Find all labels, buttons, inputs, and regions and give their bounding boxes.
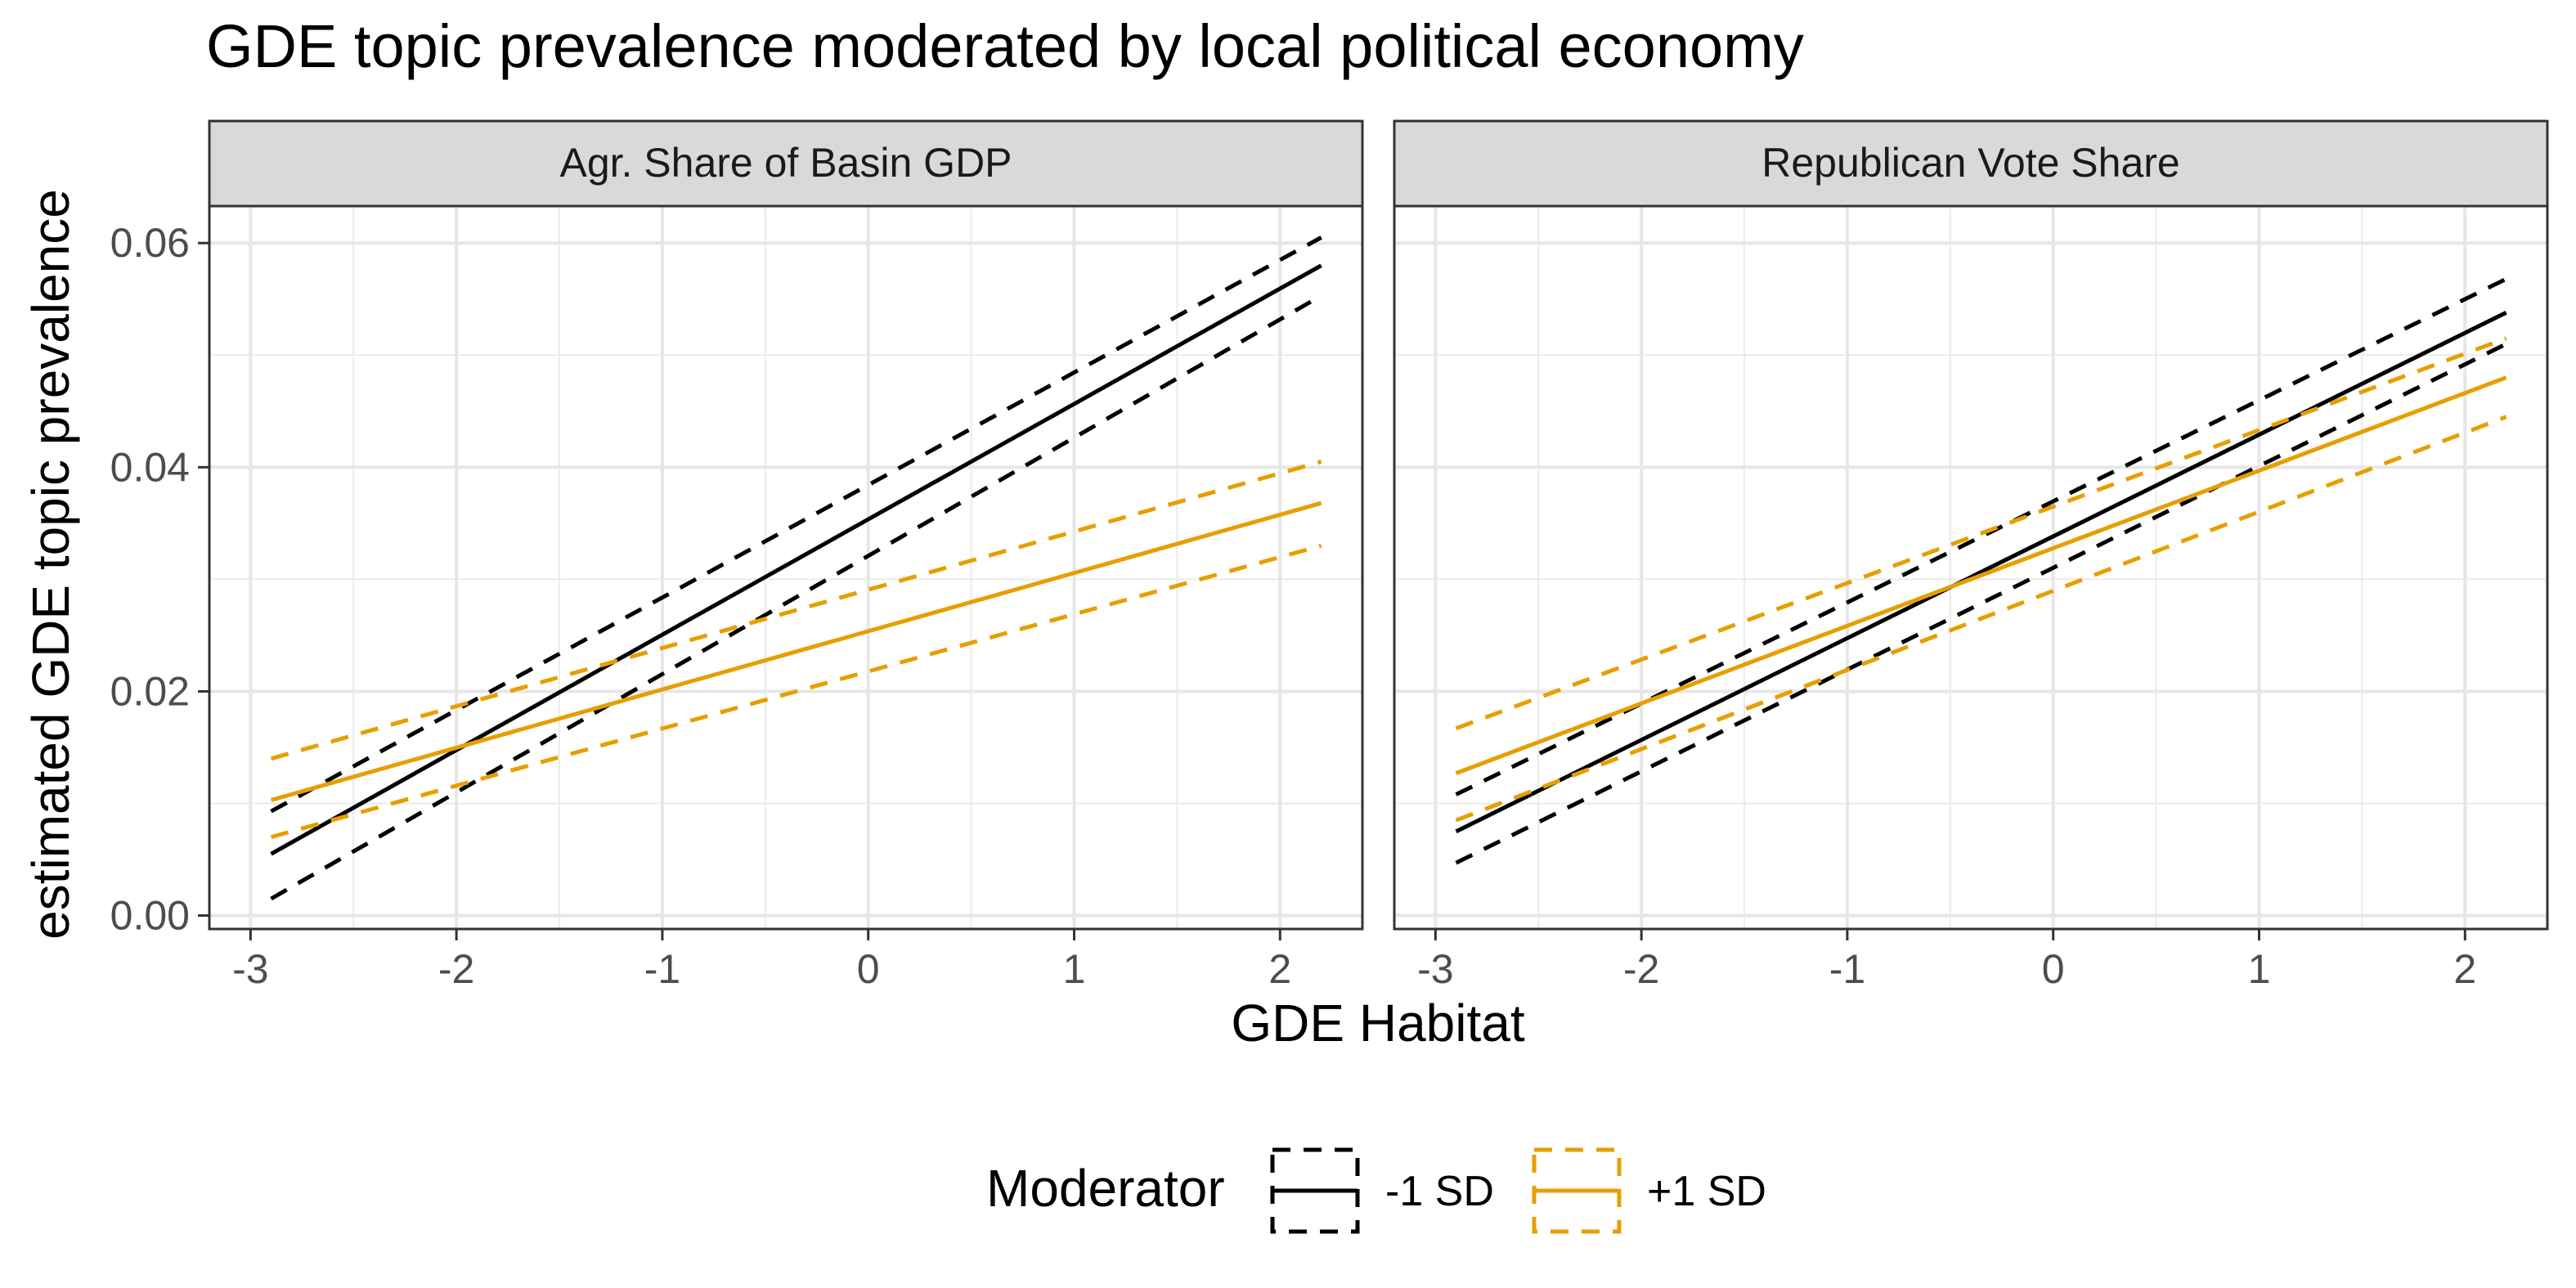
series-lines	[1455, 276, 2507, 865]
x-tick-label: 2	[2453, 946, 2476, 992]
x-tick-label: -2	[1623, 946, 1659, 992]
series-plus-1sd-estimate-line	[1455, 375, 2507, 775]
panel-strip	[208, 119, 1364, 208]
x-tick-label: 1	[1063, 946, 1086, 992]
chart-title: GDE topic prevalence moderated by local …	[206, 12, 1804, 80]
legend-entry-label: +1 SD	[1647, 1168, 1766, 1215]
panel-2: Republican Vote Share -3 -2 -1 0 1 2	[1393, 119, 2549, 992]
plot-background	[1394, 206, 2547, 929]
y-tick-label: 0.04	[110, 444, 190, 490]
x-tick-label: -3	[1417, 946, 1453, 992]
series-minus-1sd-lower-bound-line	[270, 294, 1322, 901]
panel-strip-label: Republican Vote Share	[1761, 140, 2179, 186]
y-axis: 0.00 0.02 0.04 0.06	[110, 220, 209, 939]
panels: Agr. Share of Basin GDP -3 -2 -1 0 1 2 0.00 0.02…	[110, 119, 2549, 992]
panel-border	[208, 204, 1364, 931]
x-tick-label: -1	[644, 946, 680, 992]
x-axis: -3 -2 -1 0 1 2	[1417, 929, 2476, 992]
y-axis-label: estimated GDE topic prevalence	[21, 189, 80, 940]
gridlines	[1394, 206, 2547, 929]
x-tick-label: -3	[232, 946, 268, 992]
legend-title: Moderator	[986, 1159, 1225, 1218]
x-tick-label: 0	[2042, 946, 2065, 992]
y-tick-label: 0.06	[110, 220, 190, 266]
series-minus-1sd-estimate-line	[1455, 310, 2507, 834]
series-plus-1sd-lower-bound-line	[270, 543, 1322, 840]
series-lines	[270, 236, 1322, 901]
series-minus-1sd-lower-bound-line	[1455, 342, 2507, 865]
x-tick-label: 0	[857, 946, 880, 992]
series-plus-1sd-estimate-line	[270, 500, 1322, 802]
legend: Moderator -1 SD +1 SD	[986, 1147, 1766, 1234]
legend-keys: -1 SD +1 SD	[1270, 1147, 1766, 1234]
y-tick-label: 0.00	[110, 893, 190, 939]
x-axis: -3 -2 -1 0 1 2	[232, 929, 1291, 992]
legend-entry-label: -1 SD	[1385, 1168, 1494, 1215]
x-axis-label: GDE Habitat	[1231, 994, 1524, 1052]
series-minus-1sd-upper-bound-line	[270, 236, 1322, 814]
panel-border	[1393, 204, 2549, 931]
x-tick-label: 2	[1268, 946, 1291, 992]
y-tick-label: 0.02	[110, 668, 190, 714]
legend-key-minus-1sd: -1 SD	[1270, 1147, 1494, 1234]
x-tick-label: -1	[1829, 946, 1865, 992]
series-minus-1sd-estimate-line	[270, 263, 1322, 856]
series-plus-1sd-lower-bound-line	[1455, 415, 2507, 823]
legend-key-plus-1sd: +1 SD	[1532, 1147, 1766, 1234]
x-tick-label: 1	[2248, 946, 2271, 992]
panel-1: Agr. Share of Basin GDP -3 -2 -1 0 1 2 0.00 0.02…	[110, 119, 1364, 992]
series-plus-1sd-upper-bound-line	[1455, 336, 2507, 731]
panel-strip	[1393, 119, 2549, 208]
series-plus-1sd-upper-bound-line	[270, 460, 1322, 761]
x-tick-label: -2	[438, 946, 474, 992]
panel-strip-label: Agr. Share of Basin GDP	[559, 140, 1012, 186]
